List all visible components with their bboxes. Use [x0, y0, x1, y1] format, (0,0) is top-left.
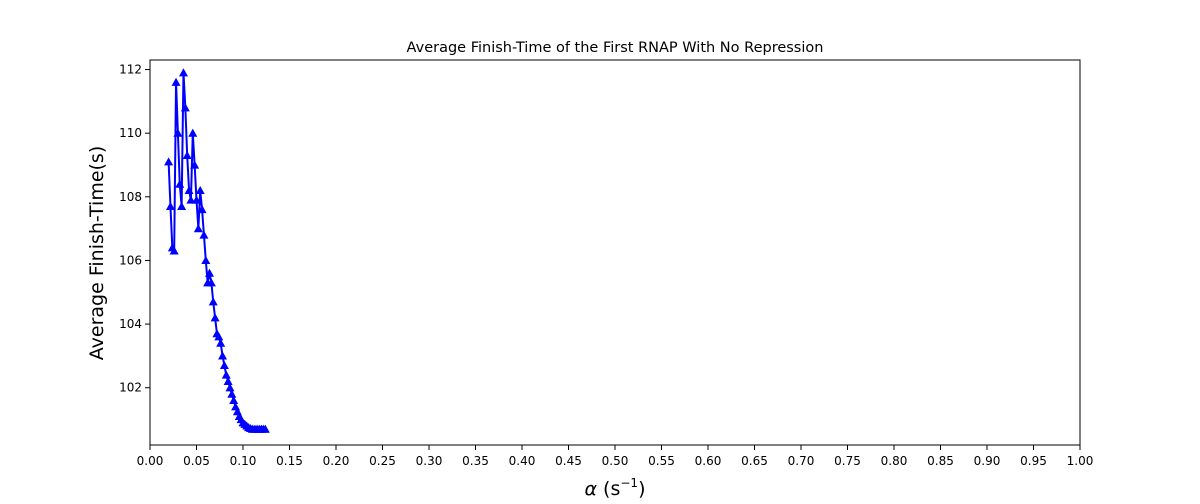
y-tick-label: 108 — [119, 190, 142, 204]
data-point-marker — [223, 376, 233, 385]
x-tick-label: 0.15 — [276, 454, 303, 468]
data-point-marker — [227, 389, 237, 398]
x-tick-label: 0.10 — [230, 454, 257, 468]
x-tick-label: 0.65 — [741, 454, 768, 468]
data-point-marker — [193, 224, 203, 233]
plot-area — [164, 68, 270, 433]
x-axis-label-unit: (s — [597, 478, 620, 500]
chart-title: Average Finish-Time of the First RNAP Wi… — [407, 40, 824, 56]
data-point-marker — [175, 179, 185, 188]
data-point-marker — [180, 103, 190, 112]
data-point-marker — [206, 278, 216, 287]
x-tick-label: 0.85 — [927, 454, 954, 468]
data-point-marker — [171, 77, 181, 86]
data-point-marker — [208, 297, 218, 306]
x-tick-label: 1.00 — [1067, 454, 1094, 468]
x-axis-label: α (s−1) — [584, 476, 645, 500]
x-tick-label: 0.50 — [602, 454, 629, 468]
data-point-marker — [195, 185, 205, 195]
y-tick-label: 102 — [119, 381, 142, 395]
data-point-marker — [210, 313, 220, 322]
x-tick-label: 0.30 — [416, 454, 443, 468]
y-axis-label: Average Finish-Time(s) — [86, 146, 108, 360]
x-tick-label: 0.55 — [648, 454, 675, 468]
x-axis-label-close: ) — [638, 478, 645, 500]
data-point-marker — [229, 395, 239, 405]
x-tick-label: 0.25 — [369, 454, 396, 468]
data-point-marker — [199, 230, 209, 239]
y-axis-ticks: 102 104 106 108 110 112 — [119, 63, 150, 395]
x-tick-label: 0.35 — [462, 454, 489, 468]
data-point-marker — [188, 128, 198, 137]
data-point-marker — [216, 338, 226, 347]
x-tick-label: 0.95 — [1020, 454, 1047, 468]
x-tick-label: 0.90 — [974, 454, 1001, 468]
data-point-marker — [173, 128, 183, 137]
y-tick-label: 110 — [119, 126, 142, 140]
data-point-marker — [201, 255, 211, 265]
data-point-marker — [214, 332, 224, 341]
x-tick-label: 0.70 — [788, 454, 815, 468]
x-tick-label: 0.80 — [881, 454, 908, 468]
data-point-marker — [182, 150, 192, 160]
y-tick-label: 106 — [119, 253, 142, 267]
data-point-marker — [164, 157, 174, 166]
x-tick-label: 0.00 — [137, 454, 164, 468]
data-point-marker — [260, 424, 270, 433]
data-point-marker — [184, 185, 194, 195]
x-tick-label: 0.75 — [834, 454, 861, 468]
data-point-marker — [197, 205, 207, 214]
y-tick-label: 104 — [119, 317, 142, 331]
data-point-marker — [177, 201, 187, 210]
x-tick-label: 0.45 — [555, 454, 582, 468]
data-point-marker — [218, 351, 228, 360]
x-axis-label-exponent: −1 — [620, 476, 638, 490]
data-point-marker — [205, 268, 215, 277]
x-axis-ticks: 0.00 0.05 0.10 0.15 0.20 0.25 0.30 0.35 0.40 0.45… — [137, 445, 1094, 468]
x-tick-label: 0.40 — [509, 454, 536, 468]
data-point-marker — [219, 360, 229, 370]
data-point-marker — [190, 160, 200, 169]
data-point-marker — [192, 195, 201, 204]
data-point-marker — [165, 201, 175, 210]
x-tick-label: 0.05 — [183, 454, 210, 468]
x-axis-label-symbol: α — [584, 478, 597, 500]
data-point-marker — [221, 370, 231, 379]
x-tick-label: 0.20 — [323, 454, 350, 468]
data-point-marker — [225, 383, 235, 392]
y-tick-label: 112 — [119, 63, 142, 77]
x-tick-label: 0.60 — [695, 454, 722, 468]
data-point-marker — [178, 68, 188, 77]
data-point-marker — [169, 246, 179, 255]
